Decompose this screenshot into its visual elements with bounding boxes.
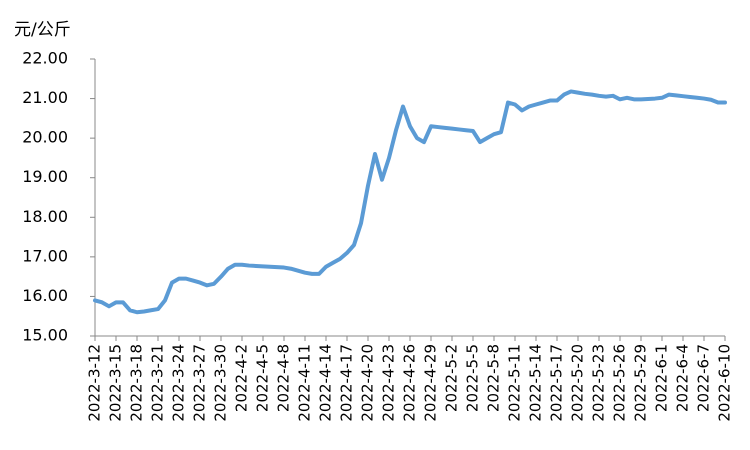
- x-tick-label: 2022-4-29: [422, 344, 440, 422]
- x-tick-label: 2022-5-8: [485, 344, 503, 412]
- x-tick-label: 2022-3-12: [86, 344, 104, 422]
- y-tick-label: 22.00: [22, 49, 68, 68]
- x-tick-label: 2022-6-4: [674, 344, 692, 412]
- x-tick-label: 2022-5-17: [548, 344, 566, 422]
- x-tick-label: 2022-4-2: [233, 344, 251, 412]
- x-tick-label: 2022-4-8: [275, 344, 293, 412]
- x-tick-label: 2022-6-7: [695, 344, 713, 412]
- price-line: [93, 89, 727, 315]
- y-tick-label: 21.00: [22, 88, 68, 107]
- x-tick-label: 2022-4-5: [254, 344, 272, 412]
- x-tick-label: 2022-5-11: [506, 344, 524, 422]
- x-tick-label: 2022-4-20: [359, 344, 377, 422]
- x-tick-label: 2022-3-18: [128, 344, 146, 422]
- x-tick-label: 2022-3-30: [212, 344, 230, 422]
- y-tick-label: 17.00: [22, 246, 68, 265]
- x-tick-label: 2022-3-27: [191, 344, 209, 422]
- x-tick-label: 2022-4-17: [338, 344, 356, 422]
- x-tick-label: 2022-4-26: [401, 344, 419, 422]
- y-tick-label: 20.00: [22, 128, 68, 147]
- y-tick-label: 16.00: [22, 286, 68, 305]
- y-tick-label: 19.00: [22, 167, 68, 186]
- x-tick-label: 2022-5-20: [569, 344, 587, 422]
- x-tick-label: 2022-3-21: [149, 344, 167, 422]
- x-tick-label: 2022-5-23: [590, 344, 608, 422]
- x-tick-label: 2022-5-14: [527, 344, 545, 422]
- y-tick-label: 15.00: [22, 326, 68, 345]
- x-tick-label: 2022-3-24: [170, 344, 188, 422]
- x-tick-label: 2022-5-2: [443, 344, 461, 412]
- y-tick-label: 18.00: [22, 207, 68, 226]
- x-tick-label: 2022-4-23: [380, 344, 398, 422]
- x-tick-label: 2022-5-26: [611, 344, 629, 422]
- y-axis-title: 元/公斤: [14, 20, 71, 40]
- x-tick-label: 2022-4-14: [317, 344, 335, 422]
- x-tick-label: 2022-3-15: [107, 344, 125, 422]
- x-tick-label: 2022-6-10: [716, 344, 734, 422]
- x-tick-label: 2022-4-11: [296, 344, 314, 422]
- x-tick-label: 2022-6-1: [653, 344, 671, 412]
- x-tick-label: 2022-5-5: [464, 344, 482, 412]
- x-tick-label: 2022-5-29: [632, 344, 650, 422]
